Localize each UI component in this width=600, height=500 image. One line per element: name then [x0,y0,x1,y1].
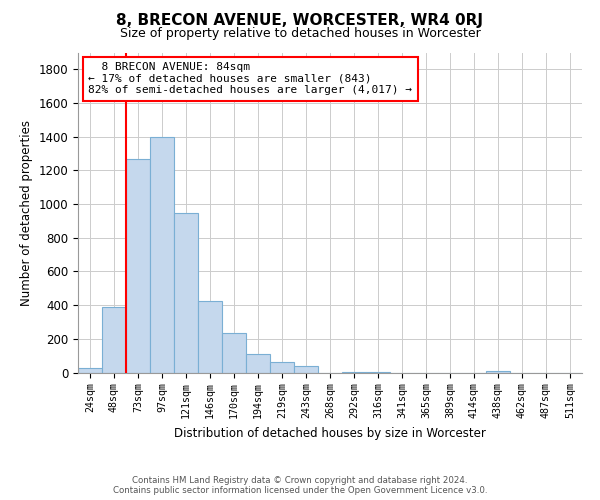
Text: 8, BRECON AVENUE, WORCESTER, WR4 0RJ: 8, BRECON AVENUE, WORCESTER, WR4 0RJ [116,12,484,28]
Bar [270,362,294,372]
X-axis label: Distribution of detached houses by size in Worcester: Distribution of detached houses by size … [174,426,486,440]
Text: 8 BRECON AVENUE: 84sqm
← 17% of detached houses are smaller (843)
82% of semi-de: 8 BRECON AVENUE: 84sqm ← 17% of detached… [88,62,412,96]
Text: Size of property relative to detached houses in Worcester: Size of property relative to detached ho… [119,28,481,40]
Bar [150,136,174,372]
Bar [294,366,318,372]
Bar [78,368,102,372]
Text: Contains HM Land Registry data © Crown copyright and database right 2024.
Contai: Contains HM Land Registry data © Crown c… [113,476,487,495]
Bar [486,371,510,372]
Bar [126,160,150,372]
Bar [222,333,246,372]
Y-axis label: Number of detached properties: Number of detached properties [20,120,33,306]
Bar [174,212,198,372]
Bar [198,301,222,372]
Bar [246,354,270,372]
Bar [102,307,126,372]
